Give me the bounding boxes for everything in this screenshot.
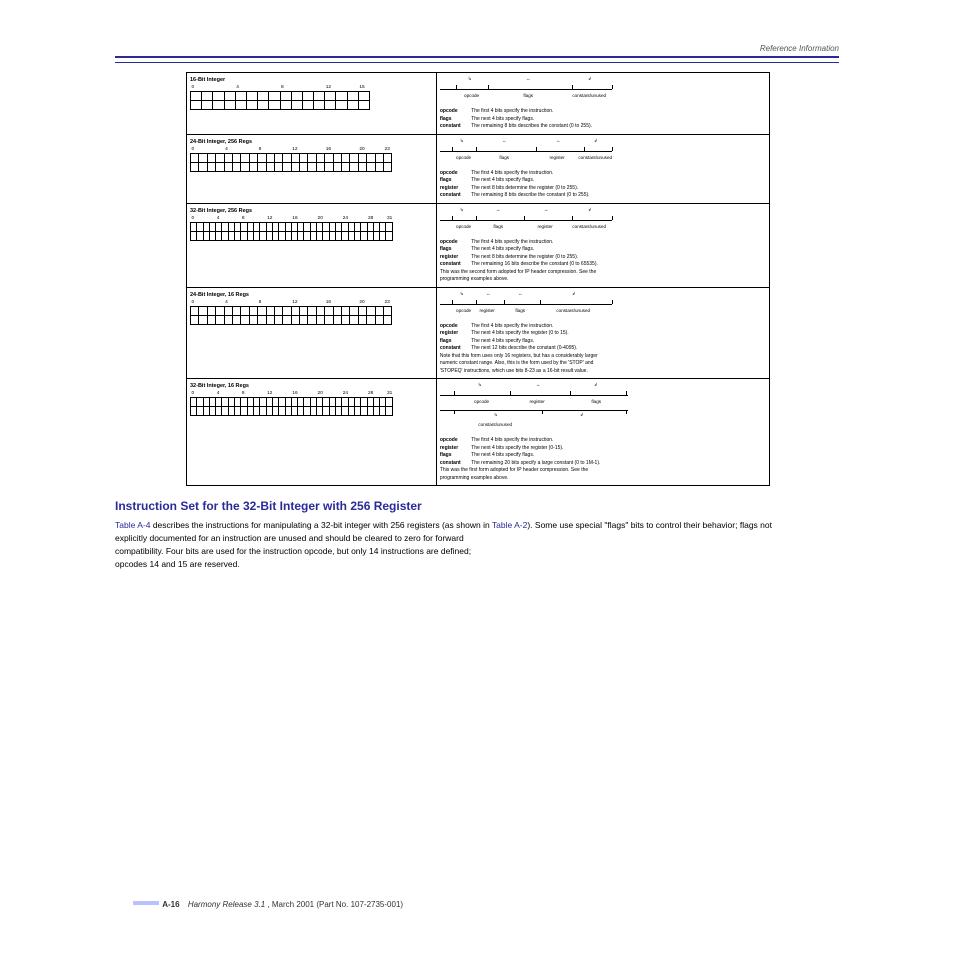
header-text: Reference Information [760,44,839,53]
encoding-title: 24-Bit Integer, 16 Regs [190,292,433,298]
encoding-table: 16-Bit Integer0481215↳↔↲opcodeflagsconst… [186,72,770,486]
paragraph: explicitly documented for an instruction… [115,532,839,545]
encoding-title: 16-Bit Integer [190,77,433,83]
paragraph: Table A-4 describes the instructions for… [115,519,839,532]
section-heading: Instruction Set for the 32-Bit Integer w… [115,500,839,513]
encoding-title: 32-Bit Integer, 16 Regs [190,383,433,389]
footer-title: Harmony Release 3.1 [188,900,265,909]
footer-subtitle: March 2001 (Part No. 107-2735-001) [272,900,403,909]
paragraph: opcodes 14 and 15 are reserved. [115,558,839,571]
body-section: Instruction Set for the 32-Bit Integer w… [115,500,839,571]
page-footer: A-16 Harmony Release 3.1 , March 2001 (P… [133,900,403,909]
page-number: A-16 [162,900,179,909]
encoding-title: 32-Bit Integer, 256 Regs [190,208,433,214]
paragraph: compatibility. Four bits are used for th… [115,545,839,558]
footer-accent [133,901,159,905]
encoding-title: 24-Bit Integer, 256 Regs [190,139,433,145]
